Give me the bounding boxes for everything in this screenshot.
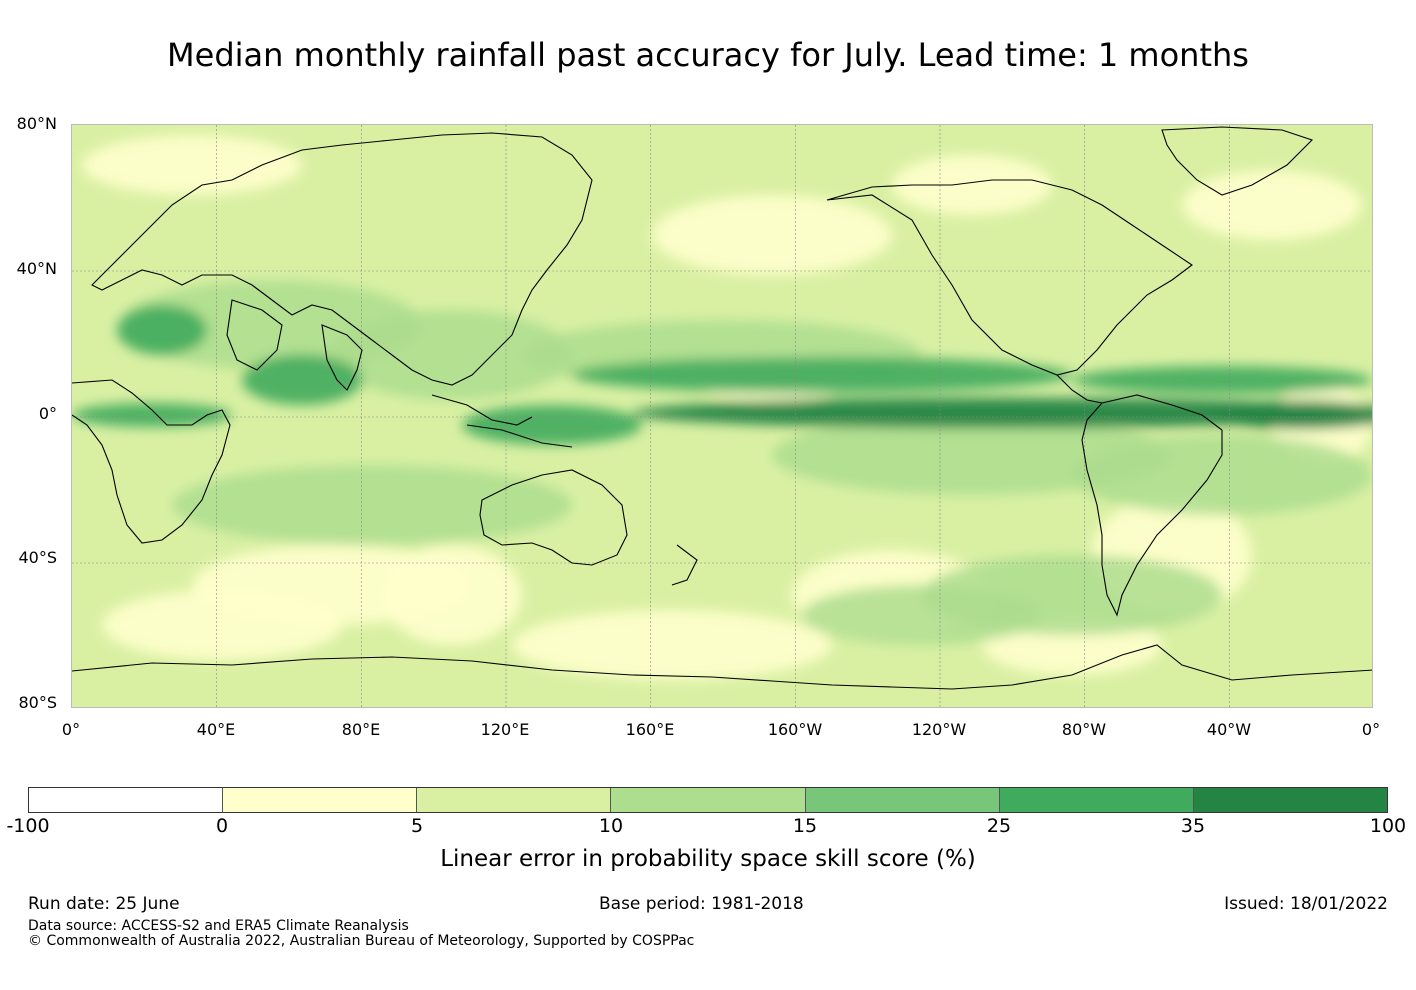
chart-title: Median monthly rainfall past accuracy fo… <box>167 36 1249 74</box>
skill-region <box>1182 170 1362 240</box>
skill-region <box>1212 401 1372 429</box>
lon-label-120w: 120°W <box>911 720 967 739</box>
skill-region <box>82 135 302 195</box>
skill-region <box>802 585 1042 645</box>
colorbar-tick: 10 <box>598 815 624 837</box>
skill-region <box>462 405 642 445</box>
skill-region <box>1072 366 1372 394</box>
colorbar-label: Linear error in probability space skill … <box>440 846 976 872</box>
lon-label-80e: 80°E <box>341 720 381 739</box>
lon-label-40e: 40°E <box>196 720 236 739</box>
colorbar-tick: 35 <box>1180 815 1206 837</box>
colorbar-segment <box>999 788 1194 812</box>
skill-region <box>102 590 342 660</box>
colorbar-tick: 5 <box>410 815 424 837</box>
base-period: Base period: 1981-2018 <box>599 894 804 914</box>
lon-label-0-east-edge: 0° <box>1361 720 1381 739</box>
data-source: Data source: ACCESS-S2 and ERA5 Climate … <box>28 918 409 934</box>
map-gridlines <box>72 125 1372 707</box>
skill-region <box>382 545 522 645</box>
lat-label-80s: 80°S <box>18 693 57 712</box>
skill-region <box>1072 435 1372 515</box>
skill-region <box>72 403 232 427</box>
skill-region <box>892 155 1052 215</box>
colorbar-segment <box>805 788 1000 812</box>
copyright: © Commonwealth of Australia 2022, Austra… <box>28 933 695 949</box>
skill-map-canvas <box>72 125 1372 707</box>
skill-region <box>172 465 572 545</box>
lon-label-160w: 160°W <box>767 720 823 739</box>
skill-region <box>242 355 362 405</box>
skill-region <box>117 305 207 355</box>
skill-region <box>332 310 572 400</box>
colorbar-tick: 0 <box>215 815 229 837</box>
run-date: Run date: 25 June <box>28 894 180 914</box>
lat-label-40s: 40°S <box>18 548 57 567</box>
lon-label-0: 0° <box>61 720 81 739</box>
skill-region <box>632 398 1372 428</box>
skill-region <box>572 357 1072 393</box>
colorbar-segment <box>417 788 612 812</box>
lon-label-120e: 120°E <box>480 720 530 739</box>
lat-label-40n: 40°N <box>16 259 57 278</box>
colorbar-segment <box>223 788 418 812</box>
lon-label-80w: 80°W <box>1061 720 1107 739</box>
colorbar-segment <box>1193 788 1387 812</box>
colorbar-segment <box>611 788 806 812</box>
skill-field <box>72 135 1372 680</box>
skill-region <box>512 610 832 680</box>
coastlines <box>72 126 1372 690</box>
skill-map <box>71 124 1373 708</box>
lat-label-equator: 0° <box>38 404 57 423</box>
lon-label-40w: 40°W <box>1206 720 1252 739</box>
issued-date: Issued: 18/01/2022 <box>1224 894 1388 914</box>
skill-region <box>652 195 892 275</box>
colorbar-tick: 100 <box>1369 815 1407 837</box>
lat-label-80n: 80°N <box>16 114 57 133</box>
colorbar-tick: -100 <box>6 815 50 837</box>
colorbar-tick: 15 <box>792 815 818 837</box>
colorbar-tick: 25 <box>986 815 1012 837</box>
colorbar <box>28 787 1388 813</box>
colorbar-segment <box>29 788 224 812</box>
lon-label-160e: 160°E <box>625 720 675 739</box>
